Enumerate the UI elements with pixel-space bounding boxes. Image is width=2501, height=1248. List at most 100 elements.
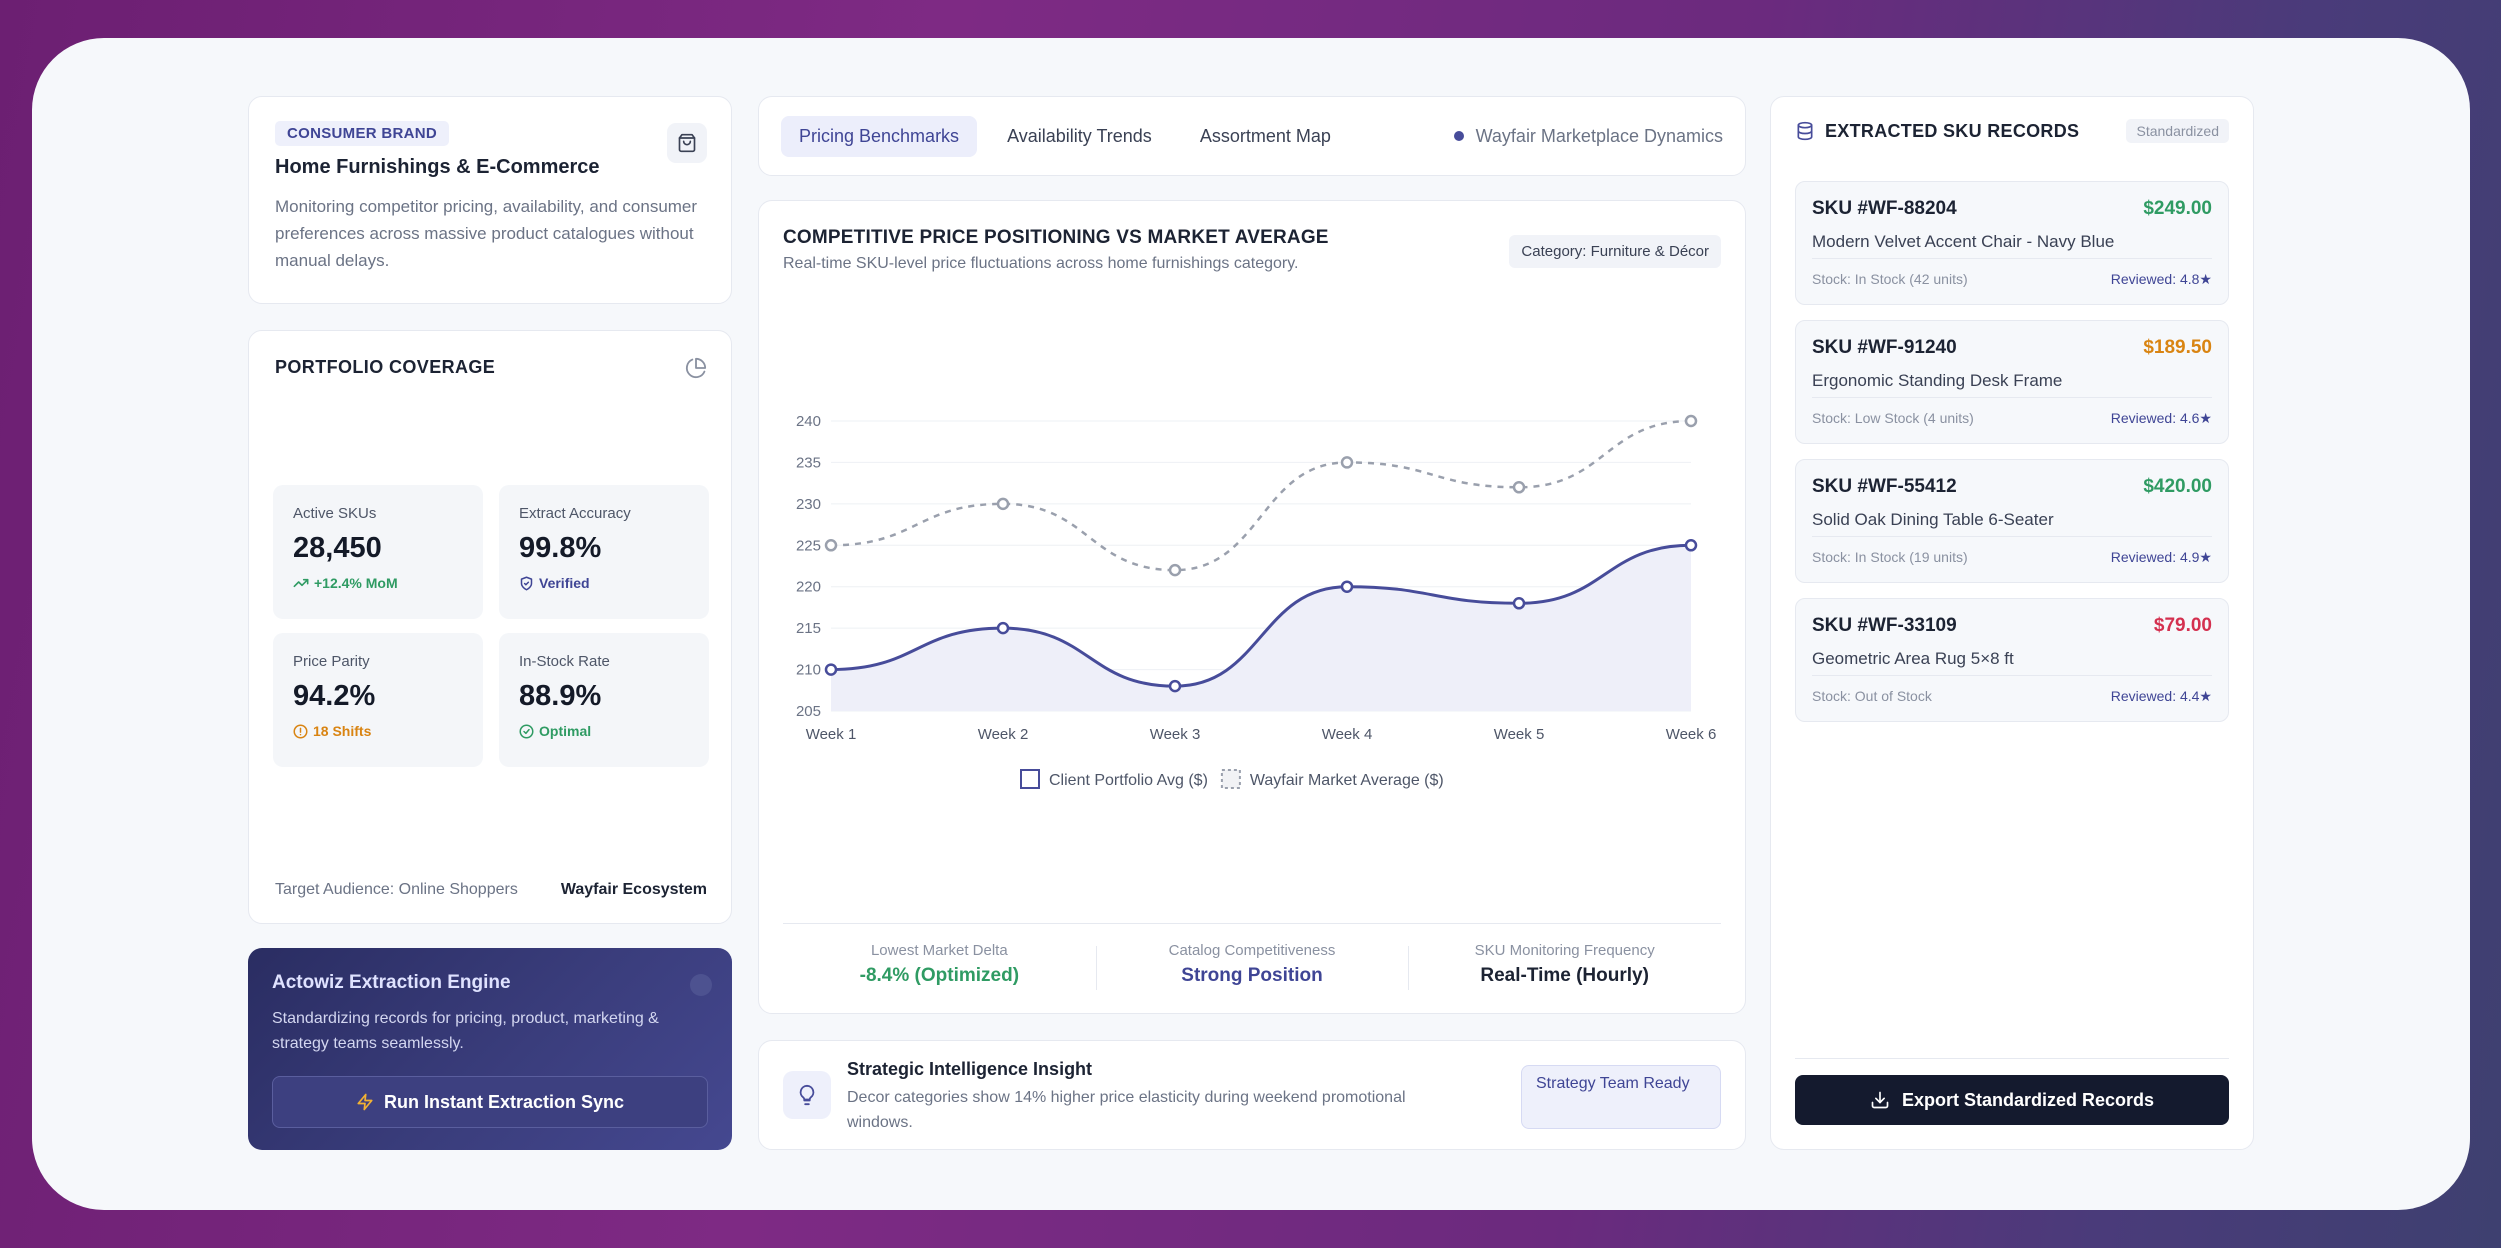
- footer-label: SKU Monitoring Frequency: [1474, 942, 1655, 959]
- sku-meta: Stock: In Stock (19 units) Reviewed: 4.9…: [1812, 536, 2212, 566]
- sku-record[interactable]: SKU #WF-33109 $79.00 Geometric Area Rug …: [1795, 598, 2229, 722]
- sku-records-card: EXTRACTED SKU RECORDS Standardized SKU #…: [1770, 96, 2254, 1150]
- stat-grid: Active SKUs 28,450 +12.4% MoM Extract Ac…: [273, 485, 709, 767]
- footer-monitoring-frequency: SKU Monitoring Frequency Real-Time (Hour…: [1408, 942, 1721, 993]
- ecosystem-label: Wayfair Ecosystem: [560, 881, 707, 898]
- export-label: Export Standardized Records: [1901, 1089, 2155, 1110]
- price-line-chart: 205 210 215 220 225 230 235 240 Week 1 Week 2 Week…: [796, 413, 1717, 789]
- footer-value: Real-Time (Hourly): [1480, 965, 1649, 986]
- stat-extract-accuracy: Extract Accuracy 99.8% Verified: [499, 485, 709, 619]
- divider: [1795, 1058, 2229, 1059]
- y-tick-label: 205: [796, 703, 821, 720]
- lightbulb-icon: [799, 1084, 815, 1106]
- data-point: [824, 663, 838, 676]
- shield-check-icon: [520, 576, 533, 590]
- records-header: EXTRACTED SKU RECORDS Standardized: [1795, 119, 2229, 143]
- tab-pricing-benchmarks[interactable]: Pricing Benchmarks: [781, 115, 978, 157]
- sku-id: SKU #WF-55412: [1812, 476, 1957, 497]
- footer-value: Strong Position: [1181, 965, 1323, 986]
- sku-stock: Stock: In Stock (19 units): [1812, 549, 1968, 565]
- sku-record[interactable]: SKU #WF-55412 $420.00 Solid Oak Dining T…: [1795, 459, 2229, 583]
- lightning-icon: [357, 1093, 373, 1111]
- insight-text: Decor categories show 14% higher price e…: [847, 1089, 1406, 1131]
- sku-record[interactable]: SKU #WF-88204 $249.00 Modern Velvet Acce…: [1795, 181, 2229, 305]
- sku-review: Reviewed: 4.9★: [2110, 549, 2212, 565]
- x-tick-label: Week 4: [1322, 726, 1373, 743]
- tab-assortment-map[interactable]: Assortment Map: [1199, 125, 1331, 146]
- x-tick-label: Week 1: [806, 726, 857, 743]
- series-line: [830, 543, 1692, 688]
- data-point: [1684, 539, 1698, 552]
- sku-name: Modern Velvet Accent Chair - Navy Blue: [1812, 232, 2115, 251]
- sku-id: SKU #WF-33109: [1812, 615, 1957, 636]
- engine-status-dot: [690, 974, 712, 996]
- extraction-engine-card: Actowiz Extraction Engine Standardizing …: [248, 948, 732, 1150]
- stat-value: 88.9%: [519, 680, 602, 712]
- stat-sub: Optimal: [519, 723, 689, 739]
- x-tick-label: Week 6: [1666, 726, 1717, 743]
- data-point: [1684, 414, 1698, 428]
- lightbulb-badge: [783, 1071, 831, 1119]
- stat-sub: +12.4% MoM: [293, 575, 463, 591]
- footer-catalog-competitiveness: Catalog Competitiveness Strong Position: [1095, 942, 1409, 993]
- stat-label: Active SKUs: [293, 505, 377, 522]
- insight-card: Strategic Intelligence Insight Decor cat…: [758, 1040, 1746, 1150]
- legend-swatch: [1020, 769, 1040, 789]
- sku-stock: Stock: Out of Stock: [1812, 688, 1932, 704]
- x-tick-label: Week 2: [978, 726, 1029, 743]
- stat-label: In-Stock Rate: [519, 653, 610, 670]
- series-area: [831, 545, 1691, 711]
- run-extraction-button[interactable]: Run Instant Extraction Sync: [272, 1076, 708, 1128]
- sku-price: $189.50: [2143, 337, 2212, 358]
- sku-meta: Stock: Out of Stock Reviewed: 4.4★: [1812, 675, 2212, 705]
- data-point: [1512, 597, 1526, 610]
- records-title: EXTRACTED SKU RECORDS: [1825, 120, 2080, 141]
- chart-title: COMPETITIVE PRICE POSITIONING VS MARKET …: [783, 227, 1329, 248]
- stat-value: 28,450: [293, 532, 382, 564]
- stat-in-stock-rate: In-Stock Rate 88.9% Optimal: [499, 633, 709, 767]
- footer-value: -8.4% (Optimized): [859, 965, 1020, 986]
- engine-title: Actowiz Extraction Engine: [272, 972, 511, 993]
- check-circle-icon: [519, 724, 534, 738]
- data-point: [996, 621, 1010, 635]
- target-audience: Target Audience: Online Shoppers: [275, 881, 518, 898]
- stat-sub-text: Verified: [539, 575, 590, 591]
- portfolio-title: PORTFOLIO COVERAGE: [275, 357, 496, 377]
- sku-stock: Stock: Low Stock (4 units): [1812, 410, 1974, 426]
- tab-availability-trends[interactable]: Availability Trends: [1007, 125, 1152, 146]
- market-text: Wayfair Marketplace Dynamics: [1475, 125, 1723, 146]
- brand-title: Home Furnishings & E-Commerce: [275, 156, 600, 178]
- stat-sub-text: +12.4% MoM: [314, 575, 398, 591]
- x-tick-label: Week 3: [1150, 726, 1201, 743]
- stat-active-skus: Active SKUs 28,450 +12.4% MoM: [273, 485, 483, 619]
- shopping-bag-icon: [678, 133, 696, 153]
- sku-review: Reviewed: 4.4★: [2110, 688, 2212, 704]
- sku-record[interactable]: SKU #WF-91240 $189.50 Ergonomic Standing…: [1795, 320, 2229, 444]
- category-tag[interactable]: Category: Furniture & Décor: [1509, 235, 1721, 268]
- y-tick-label: 215: [796, 620, 821, 637]
- data-point: [1340, 580, 1354, 593]
- sku-stock: Stock: In Stock (42 units): [1812, 271, 1968, 287]
- sku-meta: Stock: In Stock (42 units) Reviewed: 4.8…: [1812, 258, 2212, 288]
- pie-chart-icon[interactable]: [685, 357, 707, 379]
- y-tick-label: 240: [796, 413, 821, 430]
- legend-swatch: [1220, 769, 1241, 789]
- data-point: [1168, 563, 1182, 577]
- sku-id: SKU #WF-91240: [1812, 337, 1957, 358]
- shopping-bag-button[interactable]: [667, 123, 707, 163]
- data-point: [1168, 679, 1182, 693]
- data-point: [1512, 481, 1526, 494]
- stat-value: 99.8%: [519, 532, 602, 564]
- data-point: [996, 497, 1010, 511]
- database-icon: [1797, 121, 1813, 141]
- y-tick-label: 225: [796, 537, 821, 554]
- trend-up-icon: [293, 578, 309, 588]
- stat-price-parity: Price Parity 94.2% 18 Shifts: [273, 633, 483, 767]
- export-records-button[interactable]: Export Standardized Records: [1795, 1075, 2229, 1125]
- legend-label: Client Portfolio Avg ($): [1049, 772, 1208, 789]
- sku-id: SKU #WF-88204: [1812, 198, 1957, 219]
- portfolio-coverage-card: PORTFOLIO COVERAGE Active SKUs 28,450 +1…: [248, 330, 732, 924]
- strategy-status-badge[interactable]: Strategy Team Ready: [1521, 1065, 1721, 1129]
- footer-label: Lowest Market Delta: [870, 942, 1008, 959]
- brand-description: Monitoring competitor pricing, availabil…: [275, 197, 698, 270]
